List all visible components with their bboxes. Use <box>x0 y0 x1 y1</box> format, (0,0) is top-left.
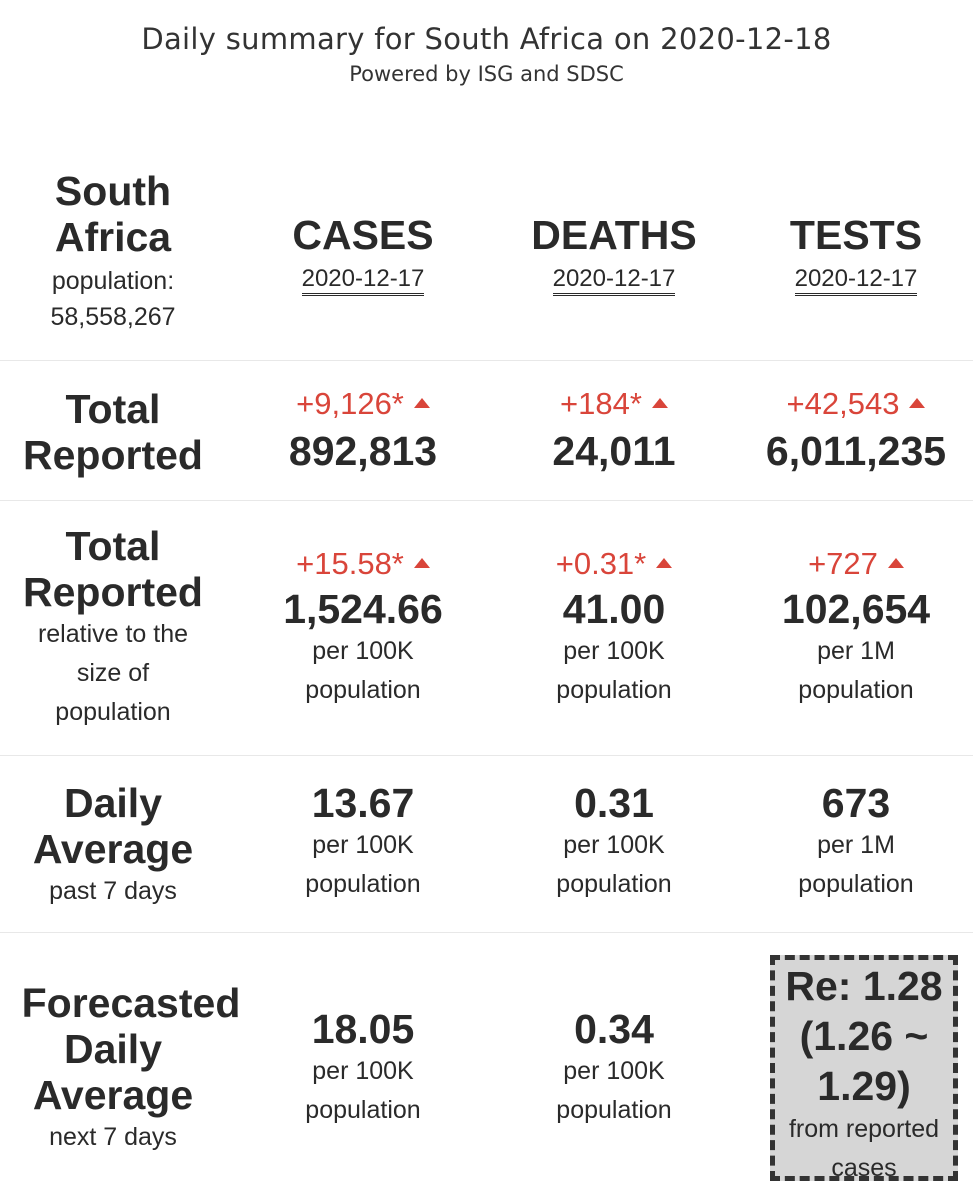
forecast-cases-unit-line2: population <box>305 1096 421 1124</box>
relative-note-line2: size of <box>76 659 150 687</box>
re-value-line3: 1.29) <box>817 1063 911 1109</box>
re-note-line1: from reported <box>788 1115 940 1143</box>
row-divider <box>0 360 973 361</box>
relative-cases-delta: +15.58* <box>237 546 489 582</box>
increase-triangle-icon <box>413 557 430 568</box>
daily-tests-unit-line2: population <box>798 870 914 898</box>
forecast-cases-unit-line1: per 100K <box>312 1057 414 1085</box>
total-tests-delta: +42,543 <box>739 386 973 422</box>
column-label-cases: CASES <box>292 212 434 258</box>
forecast-label: Forecasted Daily Average next 7 days <box>0 980 262 1157</box>
country-cell: South Africa population: 58,558,267 <box>0 168 226 335</box>
row-divider <box>0 500 973 501</box>
column-tests: TESTS 2020-12-17 <box>739 213 973 296</box>
relative-tests-value: 102,654 <box>781 586 931 632</box>
relative-cases-cell: +15.58* 1,524.66 per 100K population <box>237 546 489 710</box>
forecast-label-line2: Daily <box>64 1026 162 1072</box>
increase-triangle-icon <box>887 557 904 568</box>
total-cases-delta: +9,126* <box>237 386 489 422</box>
daily-average-label-line2: Average <box>32 826 194 872</box>
page-subtitle: Powered by ISG and SDSC <box>349 62 624 86</box>
total-reported-row: Total Reported +9,126* 892,813 +184* 24,… <box>0 386 973 496</box>
relative-deaths-cell: +0.31* 41.00 per 100K population <box>489 546 739 710</box>
total-deaths-cell: +184* 24,011 <box>489 386 739 474</box>
re-value-line1: Re: 1.28 <box>785 963 943 1009</box>
daily-average-label: Daily Average past 7 days <box>0 780 226 911</box>
relative-row: Total Reported relative to the size of p… <box>0 523 973 753</box>
page-title: Daily summary for South Africa on 2020-1… <box>141 22 832 56</box>
country-name-line2: Africa <box>54 214 172 260</box>
column-cases: CASES 2020-12-17 <box>237 213 489 296</box>
column-date-cases: 2020-12-17 <box>301 265 425 296</box>
increase-triangle-icon <box>656 557 673 568</box>
relative-note-line3: population <box>55 698 171 726</box>
daily-cases-cell: 13.67 per 100K population <box>237 780 489 904</box>
relative-tests-unit-line1: per 1M <box>817 637 895 665</box>
forecast-label-line1: Forecasted <box>21 980 241 1026</box>
summary-header-row: South Africa population: 58,558,267 CASE… <box>0 168 973 358</box>
total-tests-cell: +42,543 6,011,235 <box>739 386 973 474</box>
relative-cases-unit-line1: per 100K <box>312 637 414 665</box>
column-date-tests: 2020-12-17 <box>794 265 918 296</box>
total-cases-cell: +9,126* 892,813 <box>237 386 489 474</box>
relative-deaths-unit-line2: population <box>556 676 672 704</box>
relative-note-line1: relative to the <box>37 620 189 648</box>
forecast-deaths-unit-line2: population <box>556 1096 672 1124</box>
total-cases-value: 892,813 <box>288 428 438 474</box>
forecast-row: Forecasted Daily Average next 7 days 18.… <box>0 980 973 1180</box>
relative-deaths-value: 41.00 <box>562 586 666 632</box>
forecast-deaths-unit-line1: per 100K <box>563 1057 665 1085</box>
daily-tests-unit-line1: per 1M <box>817 831 895 859</box>
relative-label-line2: Reported <box>23 569 203 615</box>
relative-tests-delta: +727 <box>739 546 973 582</box>
daily-tests-value: 673 <box>821 780 891 826</box>
increase-triangle-icon <box>413 397 430 408</box>
country-name-line1: South <box>54 168 172 214</box>
relative-tests-cell: +727 102,654 per 1M population <box>739 546 973 710</box>
daily-average-row: Daily Average past 7 days 13.67 per 100K… <box>0 780 973 930</box>
daily-tests-cell: 673 per 1M population <box>739 780 973 904</box>
forecast-note: next 7 days <box>49 1123 177 1151</box>
total-deaths-delta: +184* <box>489 386 739 422</box>
forecast-cases-value: 18.05 <box>311 1006 415 1052</box>
daily-cases-unit-line1: per 100K <box>312 831 414 859</box>
daily-deaths-value: 0.31 <box>574 780 654 826</box>
daily-average-note: past 7 days <box>49 877 177 905</box>
total-reported-label-line1: Total <box>65 386 161 432</box>
column-date-deaths: 2020-12-17 <box>552 265 676 296</box>
re-note-line2: cases <box>831 1154 897 1182</box>
relative-tests-unit-line2: population <box>798 676 914 704</box>
increase-triangle-icon <box>651 397 668 408</box>
forecast-deaths-cell: 0.34 per 100K population <box>489 1006 739 1130</box>
daily-cases-unit-line2: population <box>305 870 421 898</box>
daily-deaths-unit-line2: population <box>556 870 672 898</box>
relative-label: Total Reported relative to the size of p… <box>0 523 226 732</box>
relative-label-line1: Total <box>65 523 161 569</box>
total-reported-label-line2: Reported <box>23 432 203 478</box>
daily-cases-value: 13.67 <box>311 780 415 826</box>
daily-deaths-cell: 0.31 per 100K population <box>489 780 739 904</box>
row-divider <box>0 932 973 933</box>
daily-deaths-unit-line1: per 100K <box>563 831 665 859</box>
total-reported-label: Total Reported <box>0 386 226 478</box>
column-deaths: DEATHS 2020-12-17 <box>489 213 739 296</box>
population-value: 58,558,267 <box>50 303 176 331</box>
population-label: population: <box>51 267 175 295</box>
forecast-label-line3: Average <box>32 1072 194 1118</box>
total-tests-value: 6,011,235 <box>765 428 947 474</box>
forecast-deaths-value: 0.34 <box>574 1006 654 1052</box>
relative-deaths-unit-line1: per 100K <box>563 637 665 665</box>
relative-deaths-delta: +0.31* <box>489 546 739 582</box>
forecast-cases-cell: 18.05 per 100K population <box>237 1006 489 1130</box>
increase-triangle-icon <box>909 397 926 408</box>
column-label-tests: TESTS <box>789 212 923 258</box>
re-estimate-box: Re: 1.28 (1.26 ~ 1.29) from reported cas… <box>770 955 958 1182</box>
daily-average-label-line1: Daily <box>64 780 162 826</box>
total-deaths-value: 24,011 <box>552 428 676 474</box>
re-value-line2: (1.26 ~ <box>799 1013 929 1059</box>
relative-cases-unit-line2: population <box>305 676 421 704</box>
relative-cases-value: 1,524.66 <box>283 586 443 632</box>
row-divider <box>0 755 973 756</box>
column-label-deaths: DEATHS <box>531 212 697 258</box>
